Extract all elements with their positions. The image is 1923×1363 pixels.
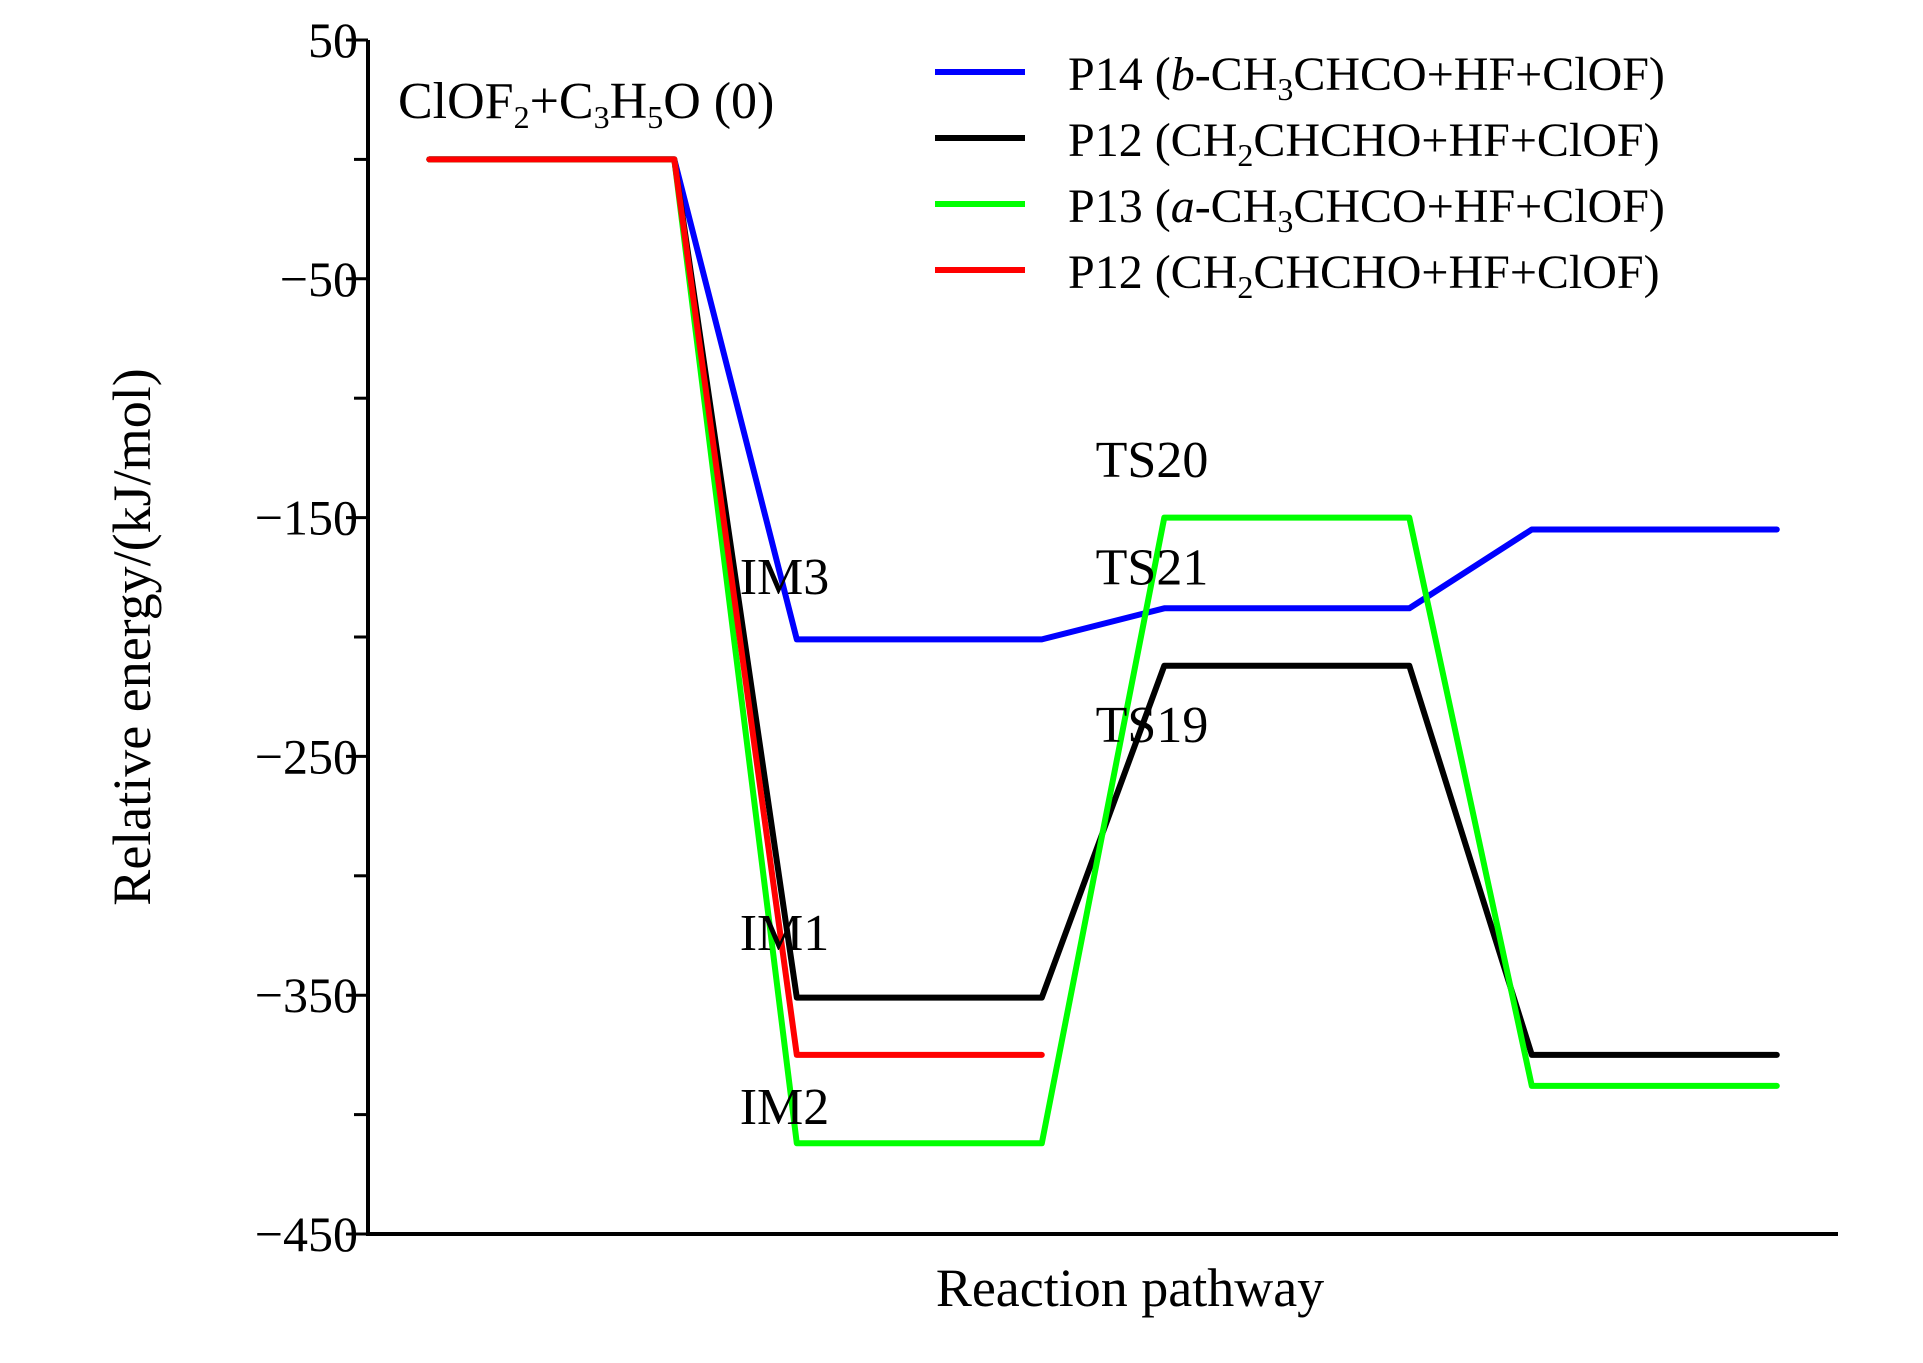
series-line-0 [426,156,1780,643]
y-tick-label: 50 [308,12,358,68]
text-segment: CHCO+HF+ClOF) [1293,48,1665,101]
text-segment: CHCO+HF+ClOF) [1293,180,1665,233]
state-labels: IM3 IM1 IM2 TS20 TS21 TS19 [740,432,1209,1136]
state-label-im1: IM1 [740,905,830,962]
legend-label-1: P12 (CH2CHCHO+HF+ClOF) [1068,114,1660,173]
reactant-label: ClOF2+C3H5O (0) [398,73,774,135]
text-segment: 2 [514,99,530,135]
text-segment: +C [530,73,594,130]
text-segment: ClOF [398,73,514,130]
text-segment: 3 [1277,71,1293,107]
text-segment: H [610,73,648,130]
legend-label-3: P12 (CH2CHCHO+HF+ClOF) [1068,246,1660,305]
text-segment: -CH [1195,48,1278,101]
y-tick-label: −450 [255,1206,358,1262]
legend-label-2: P13 (a-CH3CHCO+HF+ClOF) [1068,180,1665,239]
y-tick-label: −150 [255,490,358,546]
y-tick-label: −350 [255,967,358,1023]
y-tick-label: −50 [280,251,358,307]
text-segment: P13 ( [1068,180,1171,233]
text-segment: 3 [594,99,610,135]
legend: P14 (b-CH3CHCO+HF+ClOF)P12 (CH2CHCHO+HF+… [935,48,1665,305]
text-segment: CHCHO+HF+ClOF) [1253,246,1659,299]
state-label-im2: IM2 [740,1079,830,1136]
x-axis-title: Reaction pathway [936,1258,1324,1318]
state-label-im3: IM3 [740,549,830,606]
series-line-2 [426,156,1780,1147]
text-segment: -CH [1195,180,1278,233]
y-ticks: 50 −50 −150 −250 −350 −450 [255,12,368,1262]
y-axis-title: Relative energy/(kJ/mol) [102,368,162,905]
text-segment: CHCHO+HF+ClOF) [1253,114,1659,167]
state-label-ts21: TS21 [1096,539,1209,596]
text-segment: b [1171,48,1195,101]
text-segment: O (0) [663,73,774,130]
text-segment: P12 (CH [1068,114,1237,167]
text-segment: 2 [1237,269,1253,305]
series-layer [426,156,1780,1147]
text-segment: 5 [647,99,663,135]
text-segment: P12 (CH [1068,246,1237,299]
state-label-ts19: TS19 [1096,697,1209,754]
state-label-ts20: TS20 [1096,432,1209,489]
text-segment: P14 ( [1068,48,1171,101]
y-tick-label: −250 [255,728,358,784]
text-segment: 2 [1237,137,1253,173]
series-line-3 [426,156,1045,1058]
legend-label-0: P14 (b-CH3CHCO+HF+ClOF) [1068,48,1665,107]
text-segment: 3 [1277,203,1293,239]
text-segment: a [1171,180,1195,233]
